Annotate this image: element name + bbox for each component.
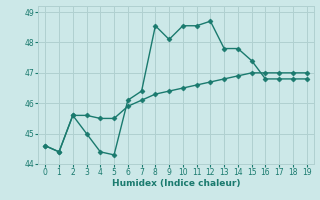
X-axis label: Humidex (Indice chaleur): Humidex (Indice chaleur) xyxy=(112,179,240,188)
